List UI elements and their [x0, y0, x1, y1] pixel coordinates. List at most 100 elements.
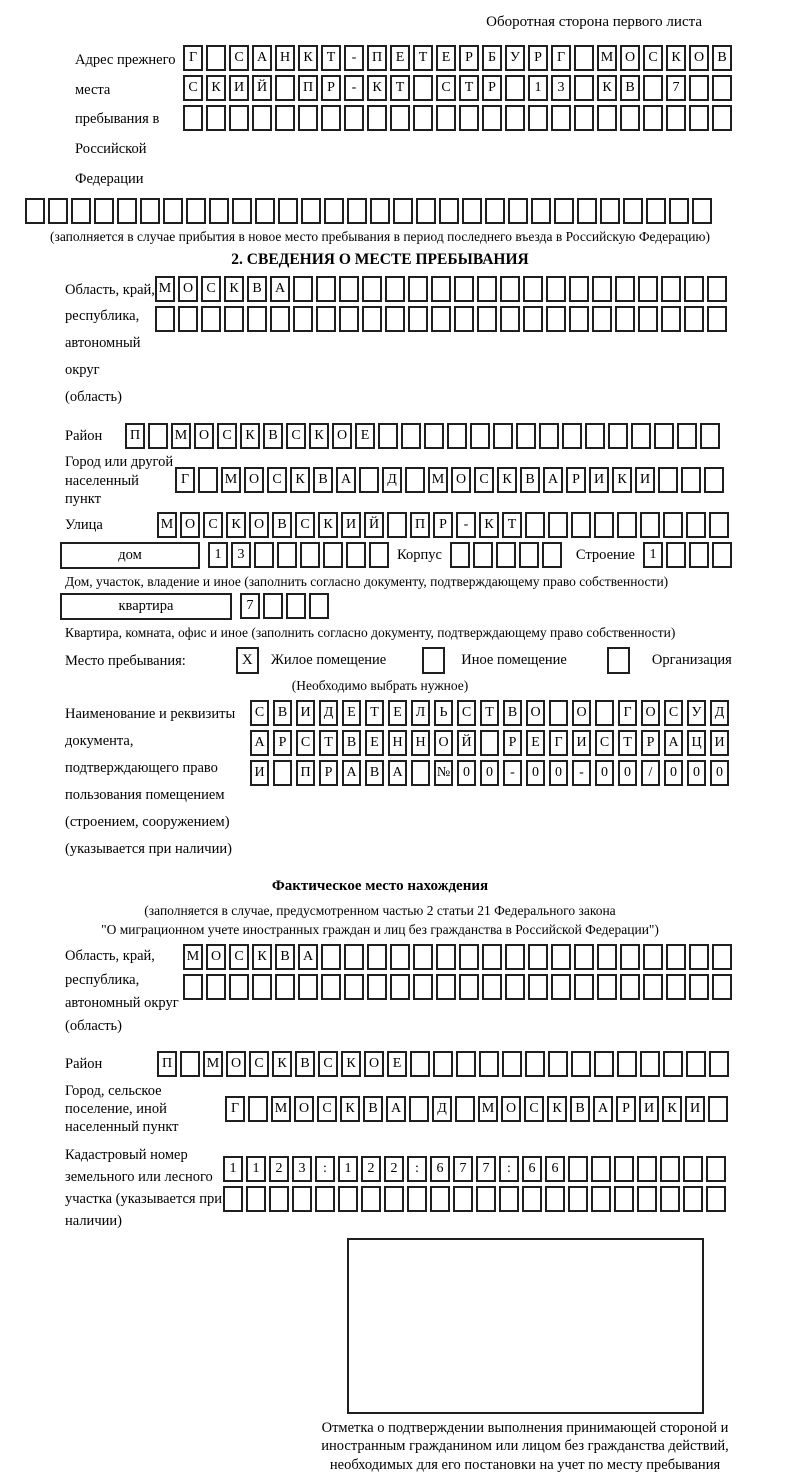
char-box[interactable]	[591, 1156, 611, 1183]
checkbox-organizatsiya[interactable]	[606, 647, 630, 675]
char-box[interactable]: О	[244, 467, 264, 494]
char-box[interactable]: Р	[641, 730, 660, 757]
char-box[interactable]: В	[313, 467, 333, 494]
char-box[interactable]	[574, 105, 594, 131]
char-box[interactable]	[661, 305, 681, 332]
char-box[interactable]: В	[342, 730, 361, 757]
char-box[interactable]	[472, 542, 493, 569]
char-box[interactable]	[367, 105, 387, 131]
char-box[interactable]	[25, 197, 45, 224]
char-box[interactable]	[393, 197, 413, 224]
char-box[interactable]	[71, 197, 91, 224]
char-box[interactable]	[439, 197, 459, 224]
char-box[interactable]: Т	[502, 511, 522, 538]
char-box[interactable]: С	[457, 700, 476, 727]
char-box[interactable]	[600, 197, 620, 224]
char-box[interactable]	[689, 974, 709, 1001]
char-box[interactable]	[711, 542, 732, 569]
char-box[interactable]: П	[367, 45, 387, 71]
char-box[interactable]: Г	[175, 467, 195, 494]
char-box[interactable]: Р	[319, 760, 338, 787]
char-box[interactable]: 1	[246, 1156, 266, 1183]
char-box[interactable]	[505, 75, 525, 101]
char-box[interactable]: А	[664, 730, 683, 757]
char-box[interactable]: Й	[457, 730, 476, 757]
char-box[interactable]: В	[712, 45, 732, 71]
char-box[interactable]: С	[524, 1095, 544, 1122]
char-box[interactable]	[321, 974, 341, 1001]
char-box[interactable]	[707, 275, 727, 302]
char-box[interactable]: К	[240, 422, 260, 449]
char-box[interactable]	[707, 305, 727, 332]
char-box[interactable]	[459, 974, 479, 1001]
char-box[interactable]	[660, 1186, 680, 1213]
char-box[interactable]: К	[367, 75, 387, 101]
char-box[interactable]: №	[434, 760, 453, 787]
checkbox-inoe[interactable]	[422, 647, 446, 675]
char-box[interactable]: О	[689, 45, 709, 71]
char-box[interactable]: М	[155, 275, 175, 302]
char-box[interactable]	[700, 422, 720, 449]
char-box[interactable]: Р	[528, 45, 548, 71]
char-box[interactable]: 0	[526, 760, 545, 787]
char-box[interactable]	[362, 275, 382, 302]
char-box[interactable]: Р	[616, 1095, 636, 1122]
char-box[interactable]	[201, 305, 221, 332]
char-box[interactable]	[178, 305, 198, 332]
char-box[interactable]: 7	[476, 1156, 496, 1183]
char-box[interactable]: А	[543, 467, 563, 494]
char-box[interactable]	[186, 197, 206, 224]
char-box[interactable]: И	[296, 700, 315, 727]
char-box[interactable]	[548, 511, 568, 538]
char-box[interactable]: В	[363, 1095, 383, 1122]
char-box[interactable]	[661, 275, 681, 302]
char-box[interactable]: М	[203, 1051, 223, 1077]
char-box[interactable]	[416, 197, 436, 224]
char-box[interactable]: О	[572, 700, 591, 727]
dom-field[interactable]: дом	[60, 541, 200, 569]
char-box[interactable]	[456, 1051, 476, 1077]
char-box[interactable]: Т	[321, 45, 341, 71]
char-box[interactable]: Р	[433, 511, 453, 538]
char-box[interactable]: 1	[338, 1156, 358, 1183]
char-box[interactable]: Е	[365, 730, 384, 757]
char-box[interactable]: С	[295, 511, 315, 538]
char-box[interactable]: 0	[549, 760, 568, 787]
char-box[interactable]	[293, 305, 313, 332]
char-box[interactable]: О	[501, 1095, 521, 1122]
char-box[interactable]: :	[407, 1156, 427, 1183]
char-box[interactable]: Г	[551, 45, 571, 71]
char-box[interactable]	[525, 511, 545, 538]
char-box[interactable]	[255, 197, 275, 224]
char-box[interactable]: Д	[319, 700, 338, 727]
char-box[interactable]	[646, 197, 666, 224]
char-box[interactable]: -	[503, 760, 522, 787]
char-box[interactable]: С	[286, 422, 306, 449]
char-box[interactable]: М	[171, 422, 191, 449]
char-box[interactable]: К	[226, 511, 246, 538]
char-box[interactable]: В	[295, 1051, 315, 1077]
char-box[interactable]	[482, 105, 502, 131]
char-box[interactable]	[378, 422, 398, 449]
char-box[interactable]: О	[620, 45, 640, 71]
char-box[interactable]: С	[217, 422, 237, 449]
char-box[interactable]: Н	[411, 730, 430, 757]
checkbox-zhiloe[interactable]: X	[235, 647, 259, 675]
char-box[interactable]	[117, 197, 137, 224]
char-box[interactable]	[709, 1051, 729, 1077]
char-box[interactable]: О	[332, 422, 352, 449]
char-box[interactable]	[367, 944, 387, 971]
char-box[interactable]	[347, 197, 367, 224]
char-box[interactable]: И	[229, 75, 249, 101]
char-box[interactable]	[48, 197, 68, 224]
char-box[interactable]: И	[635, 467, 655, 494]
char-box[interactable]	[712, 75, 732, 101]
char-box[interactable]	[252, 974, 272, 1001]
char-box[interactable]	[390, 105, 410, 131]
char-box[interactable]: О	[226, 1051, 246, 1077]
char-box[interactable]: Г	[183, 45, 203, 71]
char-box[interactable]	[500, 305, 520, 332]
char-box[interactable]	[523, 275, 543, 302]
char-box[interactable]	[614, 1186, 634, 1213]
char-box[interactable]: М	[221, 467, 241, 494]
